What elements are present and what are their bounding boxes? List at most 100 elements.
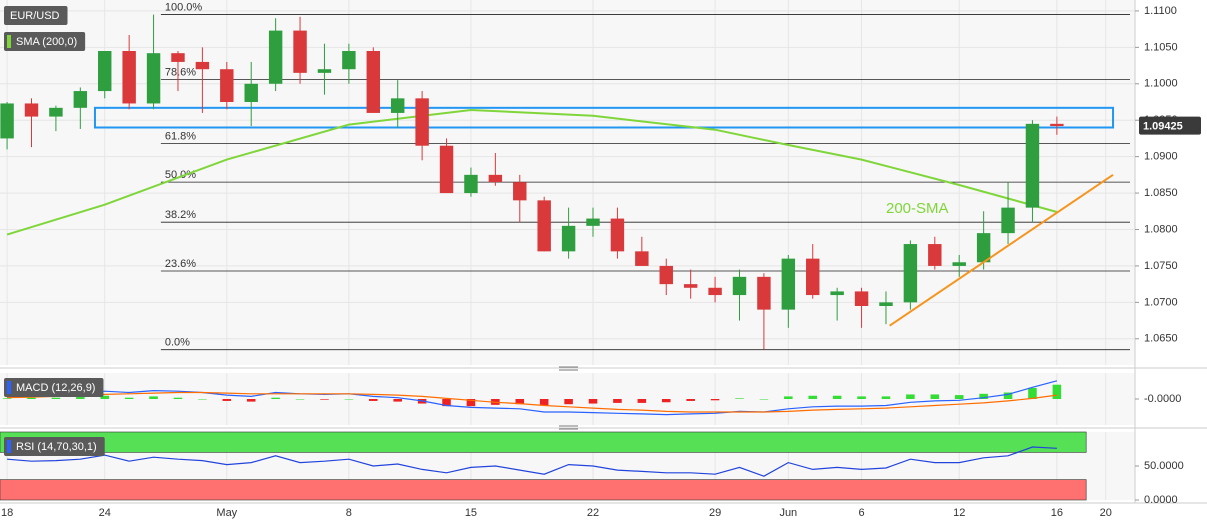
resize-handle[interactable]: [559, 366, 578, 430]
candle-body: [317, 69, 332, 73]
x-tick-label: 15: [465, 507, 477, 519]
histogram-bar: [515, 399, 525, 405]
candle-body: [171, 53, 185, 62]
legend-box: [4, 32, 86, 51]
fib-label: 23.6%: [165, 258, 196, 270]
fib-label: 100.0%: [165, 1, 203, 13]
y-tick-label: 0.0000: [1144, 494, 1178, 506]
indicator-line: [7, 446, 1057, 477]
histogram-bar: [661, 399, 671, 403]
fib-label: 61.8%: [165, 130, 196, 142]
y-tick-label: 50.0000: [1144, 460, 1184, 472]
candle-body: [732, 276, 747, 296]
histogram-bar: [295, 399, 305, 400]
candle-body: [366, 50, 381, 113]
candle-body: [24, 103, 39, 117]
candle-body: [781, 258, 796, 310]
histogram-bar: [1028, 387, 1037, 399]
x-tick-label: 29: [709, 507, 721, 519]
x-tick-label: 24: [99, 507, 111, 519]
histogram-bar: [1003, 392, 1013, 399]
candle-body: [635, 251, 649, 266]
candle-body: [268, 30, 283, 84]
histogram-bar: [954, 395, 964, 399]
histogram-bar: [198, 399, 207, 400]
candle-body: [73, 91, 88, 108]
price-tag-label: 1.09425: [1143, 121, 1183, 133]
candle-body: [146, 53, 161, 104]
histogram-bar: [588, 399, 598, 404]
histogram-bar: [246, 399, 256, 402]
rsi-band: [0, 479, 1087, 501]
y-tick-label: 1.0850: [1144, 187, 1178, 199]
candle-body: [0, 103, 14, 139]
histogram-bar: [613, 399, 622, 403]
histogram-bar: [710, 399, 720, 401]
fib-label: 78.6%: [165, 66, 196, 78]
candle-body: [195, 61, 210, 70]
legend-label: MACD (12,26,9): [16, 382, 95, 394]
x-tick-label: 22: [587, 507, 599, 519]
legend-box: [4, 6, 68, 25]
histogram-bar: [784, 396, 793, 399]
histogram-bar: [637, 399, 647, 403]
candle-body: [49, 107, 63, 117]
legend-swatch: [7, 35, 11, 48]
resistance-zone: [93, 106, 1115, 129]
histogram-bar: [808, 395, 818, 399]
trendline: [889, 174, 1114, 327]
histogram-bar: [686, 399, 695, 401]
candle-body: [903, 244, 918, 303]
candle-body: [537, 200, 551, 252]
legend-label: RSI (14,70,30,1): [16, 441, 97, 453]
histogram-bar: [930, 394, 940, 399]
candle-body: [854, 291, 869, 306]
candle-body: [1025, 123, 1040, 208]
x-tick-label: 16: [1051, 507, 1063, 519]
histogram-bar: [369, 399, 378, 401]
candle-body: [488, 174, 503, 183]
candle-body: [586, 218, 600, 226]
fib-label: 38.2%: [165, 209, 196, 221]
histogram-bar: [76, 397, 85, 399]
candle-body: [390, 98, 405, 113]
candle-body: [98, 50, 112, 92]
annotation: 200-SMA: [886, 200, 949, 217]
legend-box: [4, 437, 105, 456]
histogram-bar: [173, 397, 183, 399]
histogram-bar: [320, 399, 329, 400]
candle-body: [293, 30, 307, 73]
indicator-line: [7, 380, 1058, 416]
x-tick-label: 12: [953, 507, 965, 519]
legend-label: EUR/USD: [10, 10, 60, 22]
histogram-bar: [27, 397, 36, 399]
legend-swatch: [7, 381, 11, 394]
candle-body: [976, 233, 991, 263]
histogram-bar: [344, 399, 354, 400]
candle-body: [952, 262, 966, 266]
histogram-bar: [271, 397, 280, 399]
histogram-bar: [735, 398, 744, 399]
price-tag: [1139, 116, 1201, 135]
histogram-bar: [2, 398, 12, 399]
candle-body: [879, 302, 893, 306]
histogram-bar: [759, 399, 769, 400]
histogram-bar: [393, 399, 402, 402]
candle-body: [1050, 123, 1064, 127]
legend-label: SMA (200,0): [16, 36, 77, 48]
y-tick-label: 1.0800: [1144, 223, 1178, 235]
histogram-bar: [124, 397, 134, 399]
y-tick-label: 1.0700: [1144, 296, 1178, 308]
histogram-bar: [832, 395, 842, 399]
indicator-line: [7, 391, 1057, 413]
candle-body: [830, 291, 844, 296]
histogram-bar: [51, 397, 61, 399]
candle-body: [708, 287, 722, 296]
y-tick-label: 1.1100: [1144, 5, 1177, 17]
x-tick-label: 18: [1, 507, 13, 519]
histogram-bar: [149, 396, 158, 399]
fib-label: 50.0%: [165, 169, 196, 181]
rsi-band: [0, 431, 1087, 453]
legend-box: [4, 378, 104, 397]
y-tick-label: 1.0650: [1144, 333, 1178, 345]
